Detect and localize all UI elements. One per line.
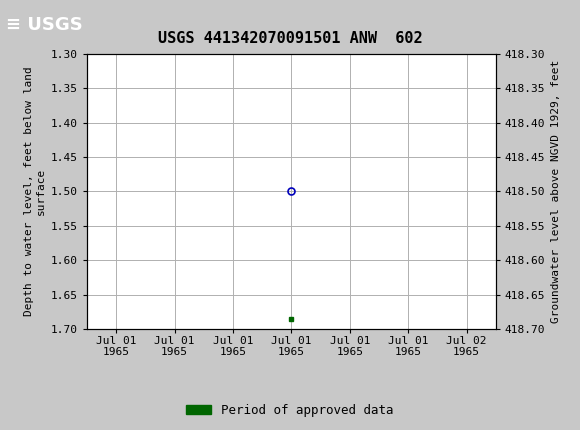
Text: USGS 441342070091501 ANW  602: USGS 441342070091501 ANW 602 — [158, 31, 422, 46]
Text: ≡ USGS: ≡ USGS — [6, 16, 82, 34]
Legend: Period of approved data: Period of approved data — [181, 399, 399, 421]
Y-axis label: Groundwater level above NGVD 1929, feet: Groundwater level above NGVD 1929, feet — [551, 60, 561, 323]
Y-axis label: Depth to water level, feet below land
surface: Depth to water level, feet below land su… — [24, 67, 45, 316]
